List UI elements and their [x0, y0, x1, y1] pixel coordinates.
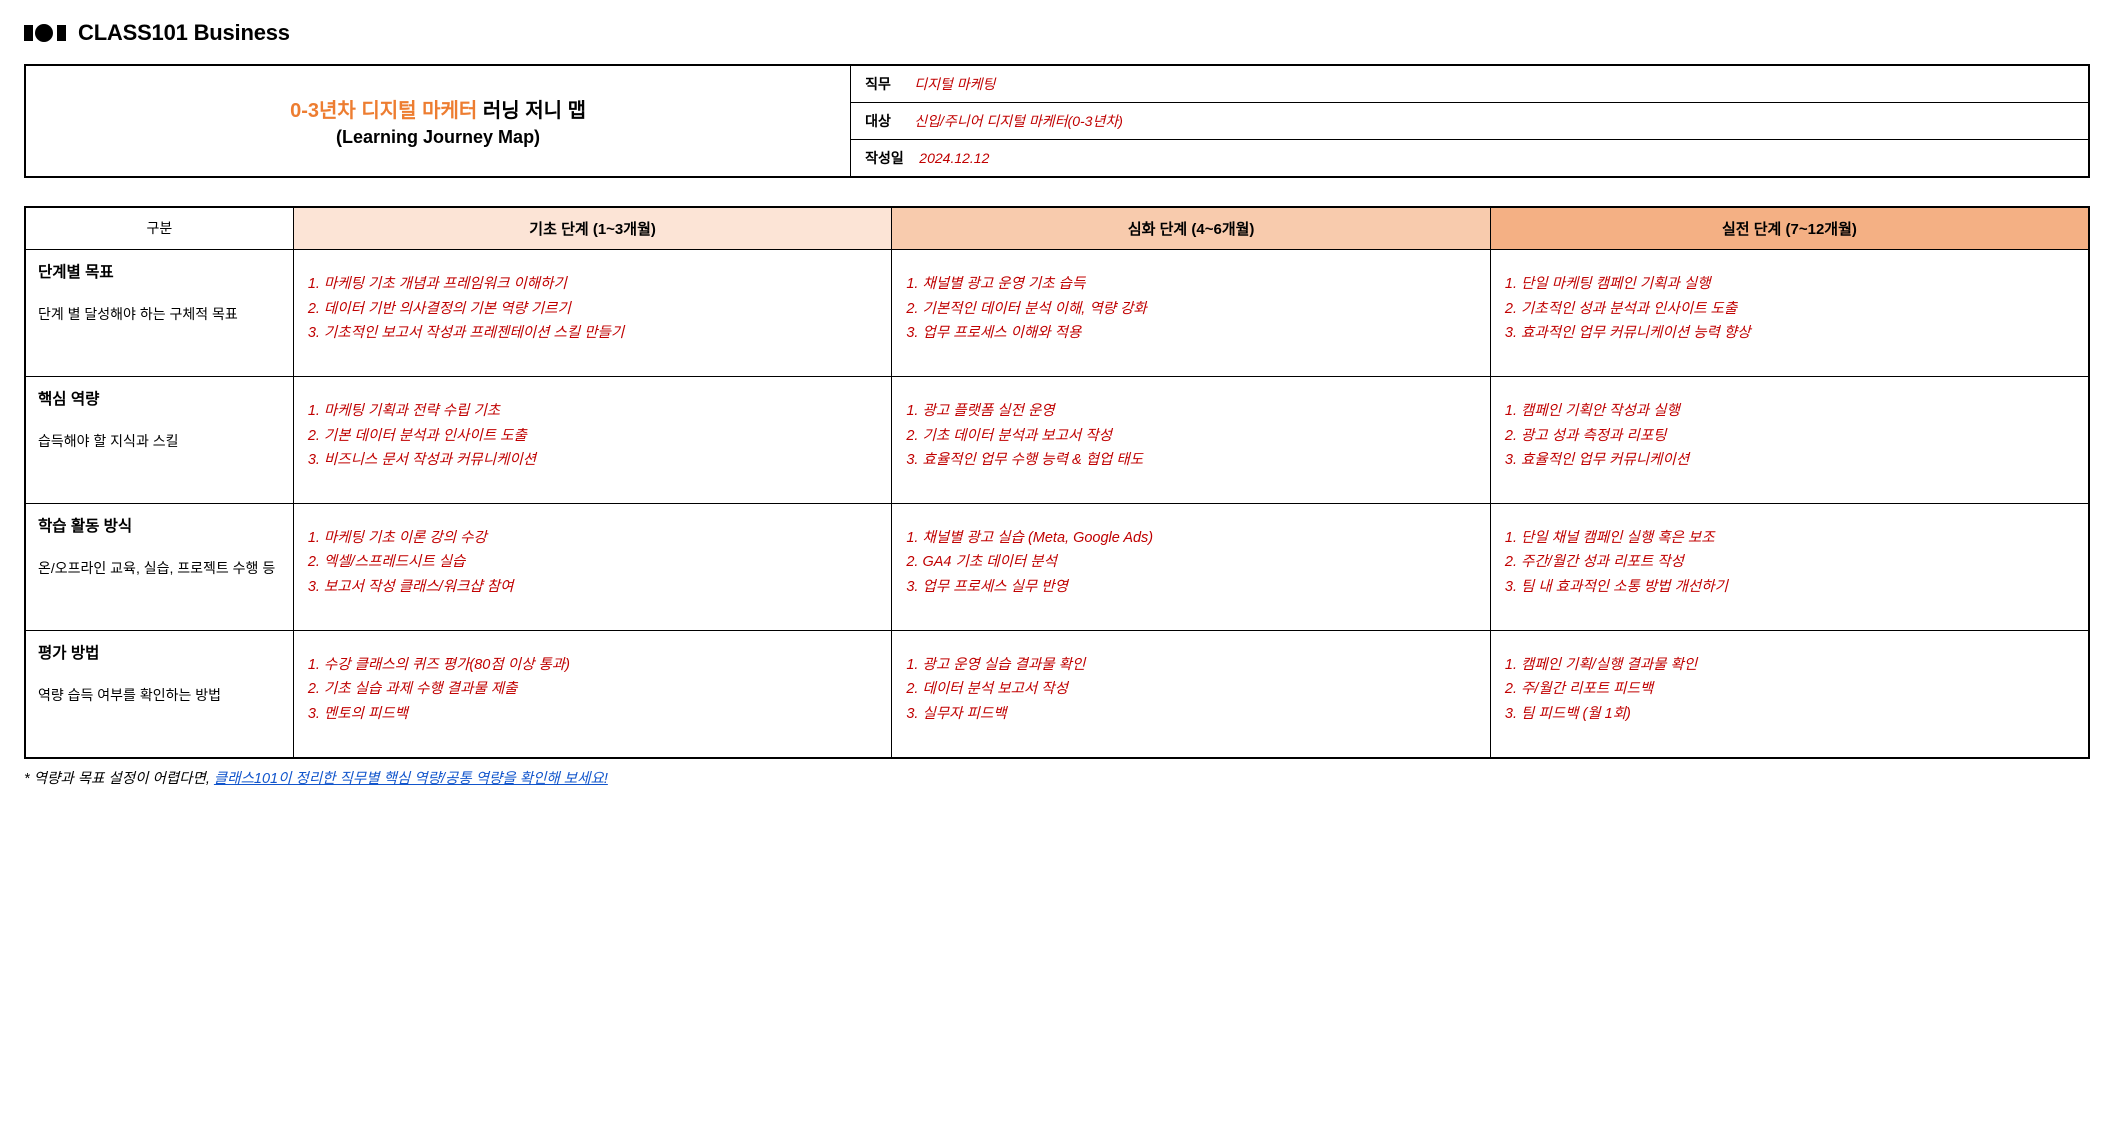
cell-stage2: 1. 광고 플랫폼 실전 운영2. 기초 데이터 분석과 보고서 작성3. 효율…	[892, 376, 1491, 503]
list-item: 1. 캠페인 기획/실행 결과물 확인	[1505, 653, 2074, 678]
title-highlight: 0-3년차 디지털 마케터	[290, 100, 477, 122]
list-item: 2. 기초적인 성과 분석과 인사이트 도출	[1505, 297, 2074, 322]
brand-logo-icon	[24, 23, 68, 43]
footnote: * 역량과 목표 설정이 어렵다면, 클래스101이 정리한 직무별 핵심 역량…	[24, 767, 2090, 788]
list-item: 2. 기초 데이터 분석과 보고서 작성	[906, 424, 1476, 449]
col-head-gubun: 구분	[25, 207, 293, 250]
list-item: 2. 주간/월간 성과 리포트 작성	[1505, 550, 2074, 575]
cell-stage2: 1. 광고 운영 실습 결과물 확인2. 데이터 분석 보고서 작성3. 실무자…	[892, 630, 1491, 757]
list-item: 2. 주/월간 리포트 피드백	[1505, 677, 2074, 702]
brand-header: CLASS101 Business	[24, 20, 2090, 46]
table-row: 학습 활동 방식온/오프라인 교육, 실습, 프로젝트 수행 등1. 마케팅 기…	[25, 503, 2089, 630]
list-item: 1. 채널별 광고 실습 (Meta, Google Ads)	[906, 526, 1476, 551]
brand-text: CLASS101 Business	[78, 20, 290, 46]
meta-row-target: 대상 신입/주니어 디지털 마케터(0-3년차)	[851, 103, 2089, 140]
list-item: 3. 업무 프로세스 실무 반영	[906, 575, 1476, 600]
list-item: 3. 효율적인 업무 수행 능력 & 협업 태도	[906, 448, 1476, 473]
table-row: 핵심 역량습득해야 할 지식과 스킬1. 마케팅 기획과 전략 수립 기초2. …	[25, 376, 2089, 503]
list-item: 2. GA4 기초 데이터 분석	[906, 550, 1476, 575]
list-item: 1. 캠페인 기획안 작성과 실행	[1505, 399, 2074, 424]
list-item: 3. 비즈니스 문서 작성과 커뮤니케이션	[308, 448, 878, 473]
title-rest: 러닝 저니 맵	[477, 100, 586, 122]
row-title: 단계별 목표	[38, 260, 281, 282]
meta-date-label: 작성일	[865, 150, 904, 166]
cell-stage3: 1. 캠페인 기획안 작성과 실행2. 광고 성과 측정과 리포팅3. 효율적인…	[1490, 376, 2089, 503]
row-head-cell: 학습 활동 방식온/오프라인 교육, 실습, 프로젝트 수행 등	[25, 503, 293, 630]
row-subtitle: 단계 별 달성해야 하는 구체적 목표	[38, 306, 238, 322]
list-item: 3. 효율적인 업무 커뮤니케이션	[1505, 448, 2074, 473]
list-item: 2. 데이터 분석 보고서 작성	[906, 677, 1476, 702]
meta-date-value: 2024.12.12	[919, 150, 989, 166]
list-item: 1. 수강 클래스의 퀴즈 평가(80점 이상 통과)	[308, 653, 878, 678]
footnote-link[interactable]: 클래스101이 정리한 직무별 핵심 역량/공통 역량을 확인해 보세요!	[214, 771, 608, 787]
doc-subtitle: (Learning Journey Map)	[38, 127, 838, 148]
row-subtitle: 역량 습득 여부를 확인하는 방법	[38, 687, 221, 703]
title-cell: 0-3년차 디지털 마케터 러닝 저니 맵 (Learning Journey …	[25, 65, 851, 177]
list-item: 3. 효과적인 업무 커뮤니케이션 능력 향상	[1505, 321, 2074, 346]
cell-stage3: 1. 캠페인 기획/실행 결과물 확인2. 주/월간 리포트 피드백3. 팀 피…	[1490, 630, 2089, 757]
doc-title: 0-3년차 디지털 마케터 러닝 저니 맵	[38, 94, 838, 123]
list-item: 1. 마케팅 기초 이론 강의 수강	[308, 526, 878, 551]
list-item: 1. 마케팅 기획과 전략 수립 기초	[308, 399, 878, 424]
list-item: 3. 멘토의 피드백	[308, 702, 878, 727]
meta-row-date: 작성일 2024.12.12	[851, 140, 2089, 178]
col-head-stage1: 기초 단계 (1~3개월)	[293, 207, 892, 250]
meta-target-label: 대상	[865, 113, 891, 129]
cell-stage1: 1. 마케팅 기획과 전략 수립 기초2. 기본 데이터 분석과 인사이트 도출…	[293, 376, 892, 503]
row-title: 핵심 역량	[38, 387, 281, 409]
list-item: 2. 기본 데이터 분석과 인사이트 도출	[308, 424, 878, 449]
cell-stage3: 1. 단일 마케팅 캠페인 기획과 실행2. 기초적인 성과 분석과 인사이트 …	[1490, 250, 2089, 377]
meta-row-job: 직무 디지털 마케팅	[851, 65, 2089, 103]
cell-stage1: 1. 마케팅 기초 이론 강의 수강2. 엑셀/스프레드시트 실습3. 보고서 …	[293, 503, 892, 630]
journey-table: 구분 기초 단계 (1~3개월) 심화 단계 (4~6개월) 실전 단계 (7~…	[24, 206, 2090, 759]
list-item: 2. 기초 실습 과제 수행 결과물 제출	[308, 677, 878, 702]
row-subtitle: 온/오프라인 교육, 실습, 프로젝트 수행 등	[38, 560, 275, 576]
list-item: 3. 업무 프로세스 이해와 적용	[906, 321, 1476, 346]
col-head-stage3: 실전 단계 (7~12개월)	[1490, 207, 2089, 250]
list-item: 2. 데이터 기반 의사결정의 기본 역량 기르기	[308, 297, 878, 322]
list-item: 1. 마케팅 기초 개념과 프레임워크 이해하기	[308, 272, 878, 297]
list-item: 3. 실무자 피드백	[906, 702, 1476, 727]
row-title: 학습 활동 방식	[38, 514, 281, 536]
cell-stage1: 1. 수강 클래스의 퀴즈 평가(80점 이상 통과)2. 기초 실습 과제 수…	[293, 630, 892, 757]
row-head-cell: 평가 방법역량 습득 여부를 확인하는 방법	[25, 630, 293, 757]
list-item: 1. 단일 채널 캠페인 실행 혹은 보조	[1505, 526, 2074, 551]
row-title: 평가 방법	[38, 641, 281, 663]
list-item: 1. 광고 운영 실습 결과물 확인	[906, 653, 1476, 678]
col-head-stage2: 심화 단계 (4~6개월)	[892, 207, 1491, 250]
meta-job-value: 디지털 마케팅	[914, 76, 995, 92]
footnote-prefix: * 역량과 목표 설정이 어렵다면,	[24, 771, 214, 787]
table-row: 단계별 목표단계 별 달성해야 하는 구체적 목표1. 마케팅 기초 개념과 프…	[25, 250, 2089, 377]
list-item: 2. 기본적인 데이터 분석 이해, 역량 강화	[906, 297, 1476, 322]
row-head-cell: 핵심 역량습득해야 할 지식과 스킬	[25, 376, 293, 503]
list-item: 1. 광고 플랫폼 실전 운영	[906, 399, 1476, 424]
meta-target-value: 신입/주니어 디지털 마케터(0-3년차)	[914, 113, 1123, 129]
list-item: 1. 채널별 광고 운영 기초 습득	[906, 272, 1476, 297]
row-subtitle: 습득해야 할 지식과 스킬	[38, 433, 178, 449]
list-item: 3. 팀 피드백 (월 1회)	[1505, 702, 2074, 727]
row-head-cell: 단계별 목표단계 별 달성해야 하는 구체적 목표	[25, 250, 293, 377]
cell-stage1: 1. 마케팅 기초 개념과 프레임워크 이해하기2. 데이터 기반 의사결정의 …	[293, 250, 892, 377]
list-item: 3. 팀 내 효과적인 소통 방법 개선하기	[1505, 575, 2074, 600]
list-item: 2. 광고 성과 측정과 리포팅	[1505, 424, 2074, 449]
table-row: 평가 방법역량 습득 여부를 확인하는 방법1. 수강 클래스의 퀴즈 평가(8…	[25, 630, 2089, 757]
list-item: 2. 엑셀/스프레드시트 실습	[308, 550, 878, 575]
list-item: 3. 보고서 작성 클래스/워크샵 참여	[308, 575, 878, 600]
cell-stage2: 1. 채널별 광고 운영 기초 습득2. 기본적인 데이터 분석 이해, 역량 …	[892, 250, 1491, 377]
table-header-row: 구분 기초 단계 (1~3개월) 심화 단계 (4~6개월) 실전 단계 (7~…	[25, 207, 2089, 250]
header-table: 0-3년차 디지털 마케터 러닝 저니 맵 (Learning Journey …	[24, 64, 2090, 178]
list-item: 3. 기초적인 보고서 작성과 프레젠테이션 스킬 만들기	[308, 321, 878, 346]
list-item: 1. 단일 마케팅 캠페인 기획과 실행	[1505, 272, 2074, 297]
cell-stage3: 1. 단일 채널 캠페인 실행 혹은 보조2. 주간/월간 성과 리포트 작성3…	[1490, 503, 2089, 630]
cell-stage2: 1. 채널별 광고 실습 (Meta, Google Ads)2. GA4 기초…	[892, 503, 1491, 630]
meta-job-label: 직무	[865, 76, 891, 92]
